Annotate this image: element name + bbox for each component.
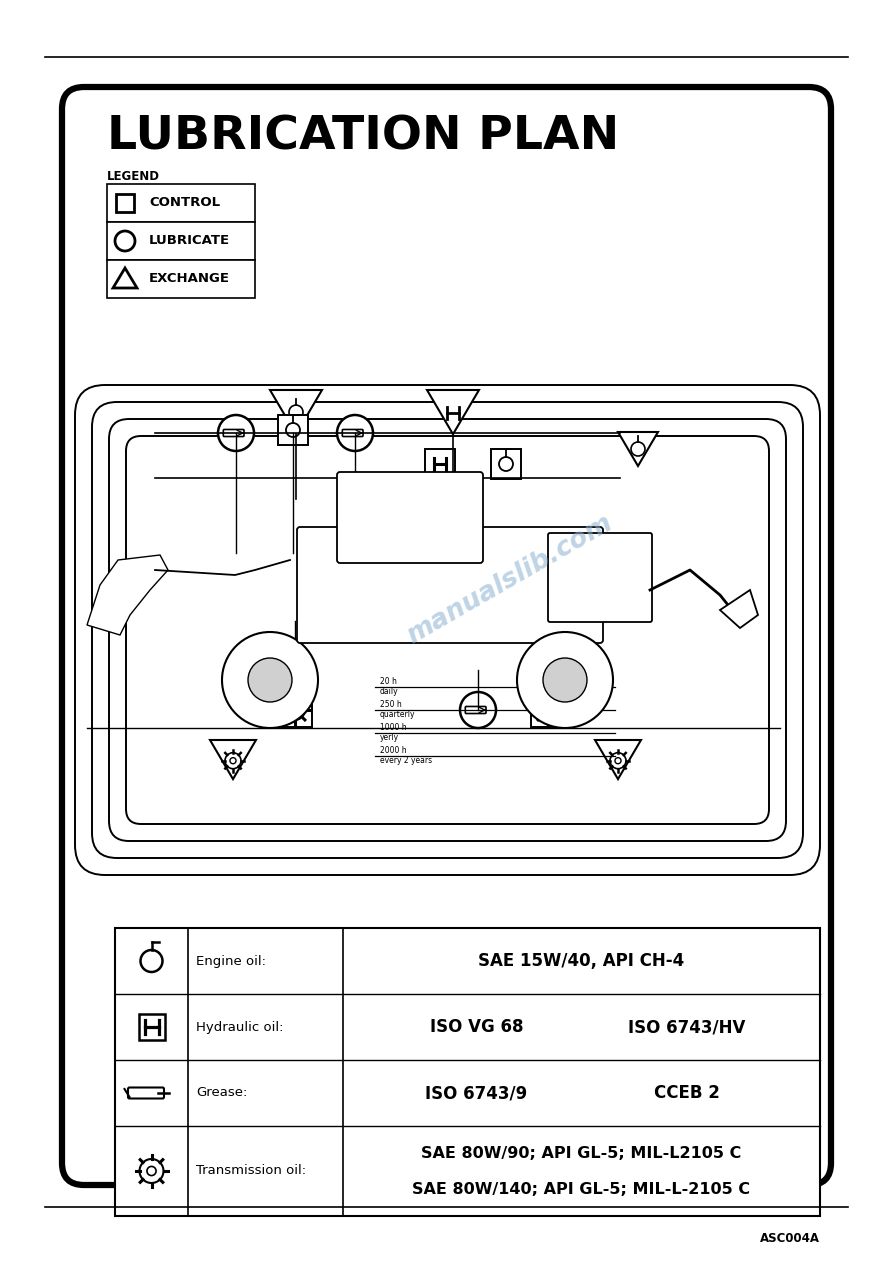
- Text: ISO VG 68: ISO VG 68: [430, 1018, 523, 1036]
- Polygon shape: [113, 268, 137, 288]
- Circle shape: [615, 758, 621, 764]
- Text: Transmission oil:: Transmission oil:: [196, 1164, 306, 1177]
- Text: Grease:: Grease:: [196, 1086, 247, 1100]
- Bar: [107, 222, 255, 260]
- FancyBboxPatch shape: [342, 429, 363, 437]
- FancyBboxPatch shape: [128, 1087, 164, 1099]
- Bar: [278, 416, 308, 445]
- Circle shape: [218, 416, 254, 451]
- Polygon shape: [618, 432, 658, 466]
- Circle shape: [610, 753, 626, 769]
- Text: LUBRICATE: LUBRICATE: [149, 235, 230, 248]
- Circle shape: [222, 632, 318, 727]
- FancyBboxPatch shape: [223, 429, 244, 437]
- Text: yerly: yerly: [380, 733, 399, 741]
- Circle shape: [248, 658, 292, 702]
- Text: LUBRICATION PLAN: LUBRICATION PLAN: [107, 115, 619, 160]
- Circle shape: [230, 758, 236, 764]
- Text: Engine oil:: Engine oil:: [196, 955, 266, 967]
- Bar: [107, 184, 255, 222]
- Text: CONTROL: CONTROL: [149, 197, 221, 210]
- Polygon shape: [87, 554, 168, 635]
- Text: CCEB 2: CCEB 2: [654, 1084, 720, 1103]
- FancyBboxPatch shape: [548, 533, 652, 621]
- Circle shape: [139, 1159, 163, 1183]
- Circle shape: [543, 658, 587, 702]
- Bar: [116, 195, 134, 212]
- Text: every 2 years: every 2 years: [380, 757, 432, 765]
- Text: 20 h: 20 h: [380, 677, 396, 686]
- Circle shape: [460, 692, 496, 727]
- Text: 250 h: 250 h: [380, 700, 402, 709]
- Polygon shape: [210, 740, 256, 779]
- Text: SAE 80W/140; API GL-5; MIL-L-2105 C: SAE 80W/140; API GL-5; MIL-L-2105 C: [413, 1181, 750, 1196]
- Circle shape: [538, 700, 558, 720]
- Polygon shape: [720, 590, 758, 628]
- Circle shape: [147, 1167, 156, 1176]
- Text: daily: daily: [380, 687, 398, 696]
- Text: ISO 6743/HV: ISO 6743/HV: [628, 1018, 745, 1036]
- Text: SAE 15W/40, API CH-4: SAE 15W/40, API CH-4: [479, 952, 685, 970]
- Circle shape: [286, 423, 300, 437]
- Text: ASC004A: ASC004A: [760, 1231, 820, 1244]
- Text: ISO 6743/9: ISO 6743/9: [425, 1084, 528, 1103]
- Circle shape: [140, 950, 163, 973]
- Text: manualslib.com: manualslib.com: [403, 510, 618, 649]
- Text: 2000 h: 2000 h: [380, 746, 406, 755]
- FancyBboxPatch shape: [62, 87, 831, 1185]
- Text: 1000 h: 1000 h: [380, 722, 406, 733]
- Polygon shape: [427, 390, 479, 434]
- Circle shape: [337, 416, 373, 451]
- Text: EXCHANGE: EXCHANGE: [149, 273, 230, 285]
- Circle shape: [115, 231, 135, 251]
- Text: SAE 80W/90; API GL-5; MIL-L2105 C: SAE 80W/90; API GL-5; MIL-L2105 C: [421, 1146, 742, 1161]
- Bar: [107, 260, 255, 298]
- Bar: [491, 450, 521, 479]
- Text: LEGEND: LEGEND: [107, 171, 160, 183]
- Circle shape: [631, 442, 645, 456]
- Circle shape: [291, 706, 299, 714]
- Text: Hydraulic oil:: Hydraulic oil:: [196, 1021, 283, 1033]
- Circle shape: [225, 753, 241, 769]
- Bar: [531, 693, 565, 727]
- Circle shape: [289, 405, 303, 419]
- Circle shape: [285, 700, 305, 720]
- Bar: [115, 928, 820, 1216]
- Polygon shape: [270, 390, 322, 434]
- Circle shape: [544, 706, 552, 714]
- Bar: [138, 1014, 164, 1039]
- FancyBboxPatch shape: [297, 527, 603, 643]
- Circle shape: [499, 457, 513, 471]
- Bar: [278, 693, 312, 727]
- Bar: [425, 450, 455, 479]
- FancyBboxPatch shape: [337, 472, 483, 563]
- Polygon shape: [595, 740, 641, 779]
- FancyBboxPatch shape: [465, 706, 486, 714]
- Circle shape: [517, 632, 613, 727]
- Text: quarterly: quarterly: [380, 710, 415, 719]
